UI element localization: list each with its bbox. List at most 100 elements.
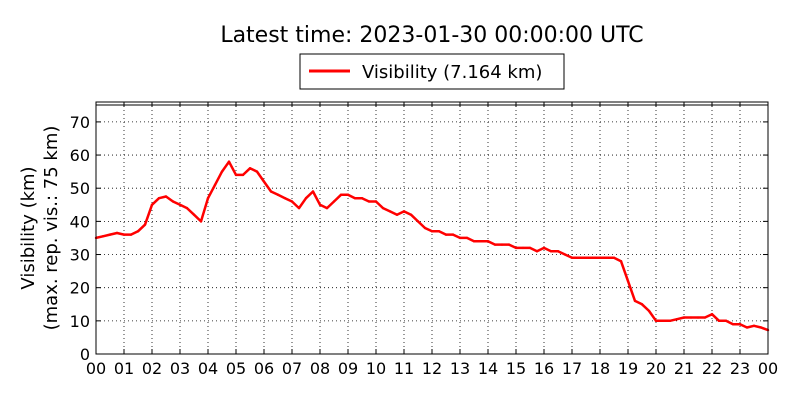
- series-point: [220, 170, 224, 173]
- series-point: [297, 206, 301, 210]
- series-point: [458, 236, 462, 240]
- series-point: [570, 256, 574, 260]
- series-point: [416, 220, 420, 223]
- series-point: [465, 236, 469, 240]
- series-point: [360, 196, 364, 200]
- y-tick-label: 20: [70, 279, 90, 298]
- series-point: [437, 230, 441, 233]
- x-tick-label: 00: [758, 359, 778, 378]
- series-point: [339, 193, 343, 197]
- series-point: [479, 240, 483, 243]
- series-point: [346, 193, 350, 197]
- legend: Visibility (7.164 km): [299, 53, 565, 90]
- y-axis-label-line1: Visibility (km): [18, 166, 39, 289]
- series-point: [500, 243, 504, 246]
- series-point: [325, 206, 329, 210]
- series-point: [675, 317, 679, 321]
- series-point: [192, 213, 196, 216]
- series-point: [283, 196, 287, 200]
- series-point: [290, 200, 294, 203]
- series-point: [717, 319, 721, 323]
- series-point: [241, 173, 245, 177]
- x-tick-label: 14: [478, 359, 498, 378]
- series-point: [549, 250, 553, 253]
- series-point: [402, 210, 406, 213]
- series-point: [640, 303, 644, 306]
- series-point: [577, 256, 581, 260]
- series-point: [528, 246, 532, 250]
- series-point: [199, 220, 203, 223]
- y-tick-label: 50: [70, 179, 90, 198]
- series-point: [276, 193, 280, 197]
- series-point: [731, 322, 735, 326]
- series-point: [752, 324, 756, 328]
- x-tick-label: 06: [254, 359, 274, 378]
- series-point: [724, 319, 728, 323]
- x-tick-label: 02: [142, 359, 162, 378]
- series-point: [108, 233, 112, 236]
- series-point: [157, 196, 161, 200]
- x-tick-labels: 00 01 02 03 04 05 06 07 08 09 10 11 12 13 14 15 16 17 18 19…: [86, 359, 778, 378]
- series-point: [234, 173, 238, 177]
- series-point: [430, 230, 434, 233]
- chart-title: Latest time: 2023-01-30 00:00:00 UTC: [220, 23, 643, 48]
- x-tick-label: 01: [114, 359, 134, 378]
- series-point: [654, 319, 658, 323]
- series-point: [493, 243, 497, 246]
- series-point: [388, 210, 392, 213]
- x-tick-label: 12: [422, 359, 442, 378]
- grid-lines: [96, 102, 768, 354]
- series-point: [451, 233, 455, 236]
- series-point: [689, 316, 693, 319]
- series-point: [535, 250, 539, 253]
- series-point: [248, 167, 252, 170]
- y-tick-label: 70: [70, 113, 90, 132]
- series-point: [164, 195, 168, 198]
- series-point: [514, 246, 518, 250]
- series-point: [423, 226, 427, 230]
- x-tick-label: 18: [590, 359, 610, 378]
- series-point: [115, 231, 119, 235]
- series-point: [745, 326, 749, 329]
- series-point: [472, 240, 476, 243]
- series-point: [262, 180, 266, 183]
- series-point: [185, 206, 189, 210]
- x-tick-label: 13: [450, 359, 470, 378]
- series-point: [661, 319, 665, 323]
- series-point: [332, 200, 336, 203]
- series-point: [101, 235, 105, 238]
- x-tick-label: 15: [506, 359, 526, 378]
- x-tick-label: 03: [170, 359, 190, 378]
- series-point: [381, 206, 385, 210]
- x-tick-label: 08: [310, 359, 330, 378]
- x-tick-label: 10: [366, 359, 386, 378]
- series-point: [486, 240, 490, 243]
- series-point: [682, 316, 686, 319]
- series-point: [395, 213, 399, 216]
- legend-label-visibility: Visibility (7.164 km): [362, 62, 542, 83]
- axis-ticks: [95, 102, 769, 355]
- x-tick-label: 05: [226, 359, 246, 378]
- plot-frame: [95, 101, 769, 355]
- series-point: [542, 246, 546, 250]
- y-axis-label-line2: (max. rep. vis.: 75 km): [41, 126, 62, 331]
- series-point: [150, 203, 154, 206]
- x-tick-label: 17: [562, 359, 582, 378]
- y-tick-labels: 0 10 20 30 40 50 60 70: [70, 113, 90, 364]
- series-point: [444, 233, 448, 236]
- x-tick-label: 21: [674, 359, 694, 378]
- y-tick-label: 60: [70, 146, 90, 165]
- series-point: [353, 196, 357, 200]
- series-point: [696, 316, 700, 319]
- series-point: [759, 326, 763, 329]
- series-point: [143, 223, 147, 226]
- y-tick-label: 10: [70, 312, 90, 331]
- series-point: [507, 243, 511, 246]
- series-point: [710, 313, 714, 316]
- x-tick-label: 00: [86, 359, 106, 378]
- x-tick-label: 22: [702, 359, 722, 378]
- series-point: [213, 183, 217, 187]
- x-tick-label: 09: [338, 359, 358, 378]
- x-tick-label: 19: [618, 359, 638, 378]
